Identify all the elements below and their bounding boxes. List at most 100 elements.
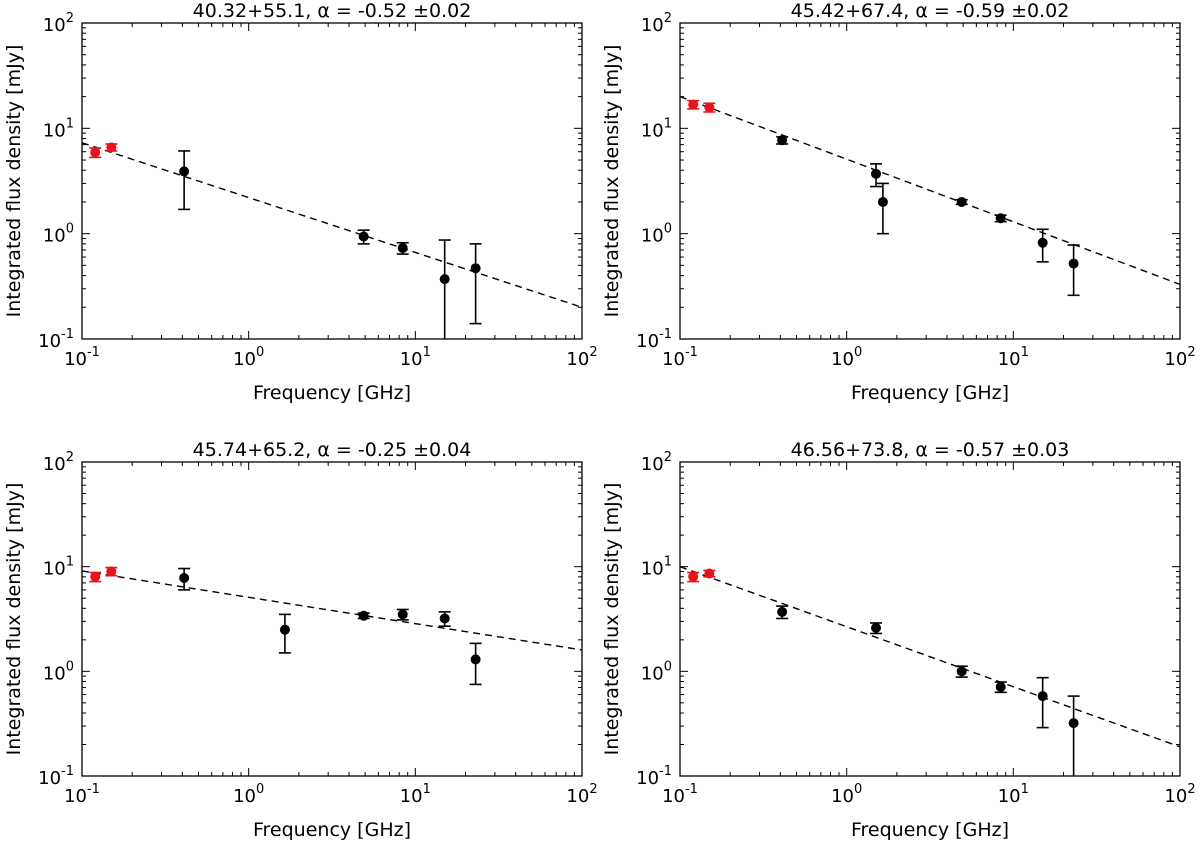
x-tick-label: 10-1 xyxy=(64,782,100,807)
y-tick-label: 100 xyxy=(43,659,74,684)
data-point xyxy=(871,622,882,633)
x-tick-label: 100 xyxy=(233,345,264,370)
y-axis-label: Integrated flux density [mJy] xyxy=(601,45,623,318)
plot-frame xyxy=(679,461,1181,777)
chart-title: 40.32+55.1, α = -0.52 ±0.02 xyxy=(193,0,472,22)
data-point xyxy=(397,243,408,254)
y-tick-label: 101 xyxy=(43,116,74,141)
y-tick-label: 102 xyxy=(43,11,74,36)
y-tick-label: 100 xyxy=(43,222,74,247)
y-axis-label: Integrated flux density [mJy] xyxy=(3,45,25,318)
plot-frame xyxy=(81,461,583,777)
data-point xyxy=(704,568,715,579)
data-point xyxy=(90,147,101,158)
data-point xyxy=(956,196,967,207)
y-tick-label: 10-1 xyxy=(38,327,74,352)
y-axis-label: Integrated flux density [mJy] xyxy=(3,483,25,756)
data-point xyxy=(179,166,190,177)
data-point xyxy=(397,609,408,620)
data-series xyxy=(687,99,716,113)
data-point xyxy=(358,231,369,242)
data-series xyxy=(776,135,1080,297)
data-point xyxy=(688,99,699,110)
data-point xyxy=(956,666,967,677)
x-tick-label: 100 xyxy=(831,345,862,370)
y-axis-label: Integrated flux density [mJy] xyxy=(601,483,623,756)
data-series xyxy=(89,142,118,159)
data-point xyxy=(470,263,481,274)
axis-ticks xyxy=(679,23,1180,340)
data-point xyxy=(1068,258,1079,269)
y-tick-label: 101 xyxy=(43,555,74,580)
data-point xyxy=(1037,237,1048,248)
chart-panel-3: 45.74+65.2, α = -0.25 ±0.04 Frequency [GH… xyxy=(3,439,598,841)
data-series xyxy=(178,567,482,686)
x-axis-label: Frequency [GHz] xyxy=(253,382,411,404)
x-tick-label: 102 xyxy=(1164,345,1195,370)
axis-ticks xyxy=(81,23,582,340)
y-tick-label: 101 xyxy=(641,116,672,141)
data-point xyxy=(90,571,101,582)
y-tick-label: 100 xyxy=(641,659,672,684)
fit-line xyxy=(81,142,583,308)
data-point xyxy=(470,654,481,665)
x-tick-label: 102 xyxy=(566,782,597,807)
data-point xyxy=(995,213,1006,224)
x-tick-label: 10-1 xyxy=(64,345,100,370)
x-tick-label: 101 xyxy=(998,782,1029,807)
y-tick-label: 102 xyxy=(641,450,672,475)
data-point xyxy=(1068,718,1079,729)
data-point xyxy=(871,168,882,179)
y-tick-label: 10-1 xyxy=(38,764,74,789)
chart-panel-1: 40.32+55.1, α = -0.52 ±0.02 Frequency [GH… xyxy=(3,0,598,404)
x-tick-label: 101 xyxy=(400,782,431,807)
fit-line xyxy=(679,566,1181,748)
x-tick-label: 102 xyxy=(1164,782,1195,807)
fit-line xyxy=(679,95,1181,286)
data-series xyxy=(178,150,482,339)
x-tick-label: 100 xyxy=(233,782,264,807)
chart-title: 45.42+67.4, α = -0.59 ±0.02 xyxy=(791,0,1070,22)
fit-line xyxy=(81,570,583,651)
data-point xyxy=(877,196,888,207)
y-tick-label: 102 xyxy=(641,11,672,36)
x-axis-label: Frequency [GHz] xyxy=(851,819,1009,841)
x-axis-label: Frequency [GHz] xyxy=(851,382,1009,404)
x-tick-label: 101 xyxy=(998,345,1029,370)
y-tick-label: 100 xyxy=(641,222,672,247)
chart-panel-2: 45.42+67.4, α = -0.59 ±0.02 Frequency [GH… xyxy=(601,0,1196,404)
data-point xyxy=(995,681,1006,692)
plot-frame xyxy=(81,22,583,340)
data-point xyxy=(777,135,788,146)
data-point xyxy=(777,606,788,617)
axis-ticks xyxy=(679,462,1180,777)
data-point xyxy=(704,102,715,113)
x-tick-label: 100 xyxy=(831,782,862,807)
x-tick-label: 10-1 xyxy=(662,345,698,370)
axis-ticks xyxy=(81,462,582,777)
y-tick-label: 102 xyxy=(43,450,74,475)
data-point xyxy=(106,142,117,153)
x-axis-label: Frequency [GHz] xyxy=(253,819,411,841)
data-point xyxy=(358,610,369,621)
data-point xyxy=(688,571,699,582)
data-series xyxy=(89,566,118,583)
chart-title: 46.56+73.8, α = -0.57 ±0.03 xyxy=(791,439,1070,461)
data-series xyxy=(776,605,1080,776)
y-tick-label: 10-1 xyxy=(636,327,672,352)
x-tick-label: 10-1 xyxy=(662,782,698,807)
plot-frame xyxy=(679,22,1181,340)
data-point xyxy=(439,274,450,285)
data-point xyxy=(106,566,117,577)
y-tick-label: 10-1 xyxy=(636,764,672,789)
data-series xyxy=(687,568,716,583)
x-tick-label: 102 xyxy=(566,345,597,370)
data-point xyxy=(179,572,190,583)
y-tick-label: 101 xyxy=(641,555,672,580)
data-point xyxy=(1037,691,1048,702)
data-point xyxy=(279,624,290,635)
chart-title: 45.74+65.2, α = -0.25 ±0.04 xyxy=(193,439,472,461)
data-point xyxy=(439,613,450,624)
chart-panel-4: 46.56+73.8, α = -0.57 ±0.03 Frequency [GH… xyxy=(601,439,1196,841)
